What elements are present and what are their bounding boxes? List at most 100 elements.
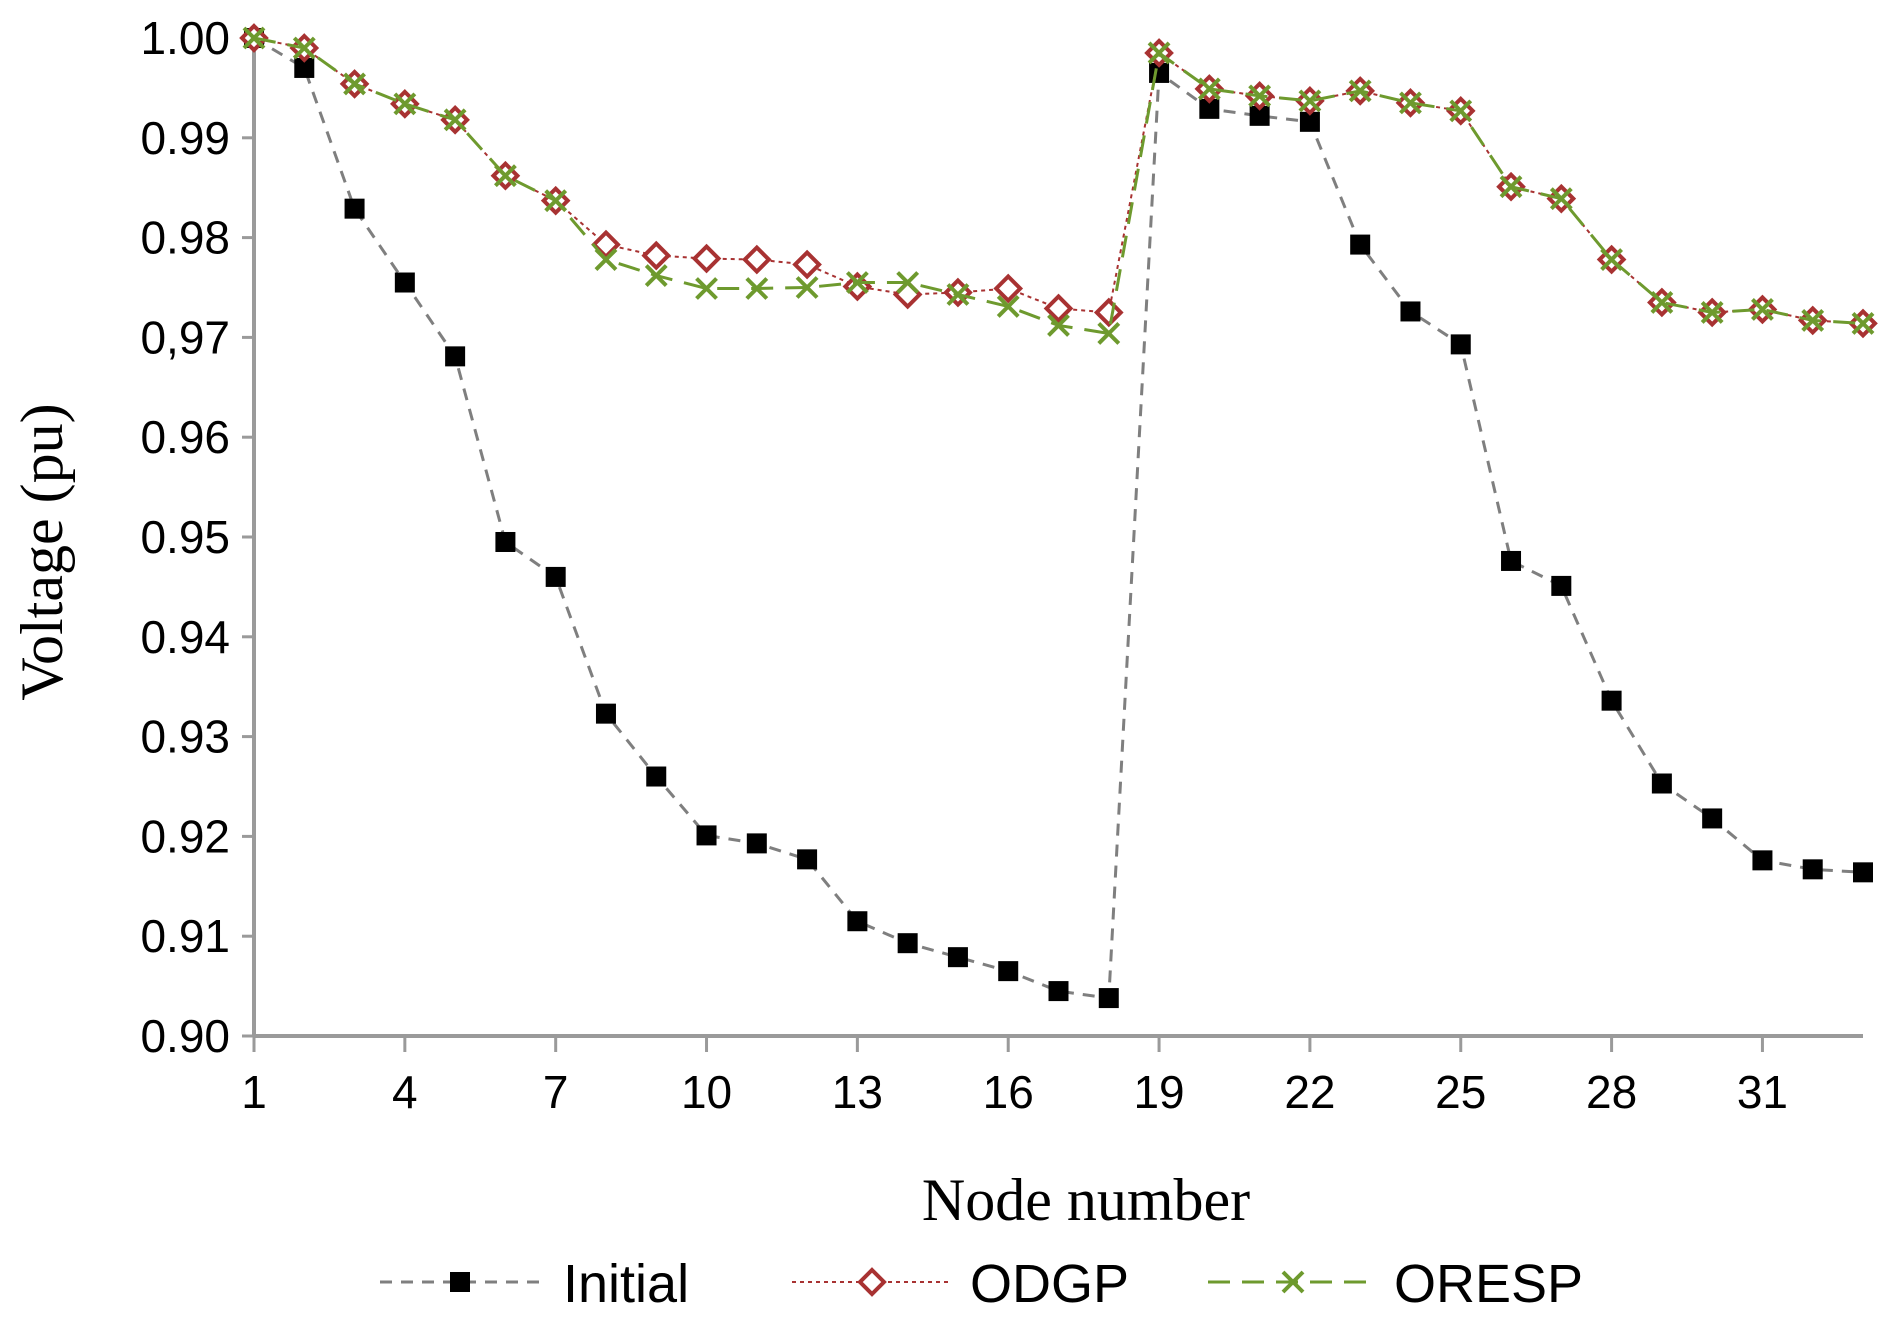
data-point-oresp <box>1549 187 1573 211</box>
data-point-initial <box>545 566 566 587</box>
series-line-oresp <box>253 36 1864 336</box>
y-tick-label: 0.93 <box>140 711 230 763</box>
data-point-oresp <box>1851 312 1875 335</box>
legend: Initial ODGP ORESP <box>380 1254 1583 1314</box>
data-point-initial <box>1098 988 1119 1009</box>
y-tick-label: 0,97 <box>140 311 230 363</box>
data-point-oresp <box>845 271 869 294</box>
data-point-oresp <box>594 248 618 271</box>
data-point-initial <box>1551 575 1572 596</box>
data-point-initial <box>1651 773 1672 794</box>
data-point-oresp <box>1700 301 1724 324</box>
data-point-initial <box>1400 301 1421 322</box>
data-point-initial <box>797 849 818 870</box>
axes <box>252 38 1863 1038</box>
x-tick-label: 16 <box>983 1066 1034 1118</box>
y-tick-label: 0.99 <box>140 112 230 164</box>
data-point-oresp <box>946 283 970 306</box>
data-point-initial <box>1601 690 1622 711</box>
legend-entry-initial: Initial <box>380 1254 689 1314</box>
data-point-oresp <box>1147 41 1171 65</box>
data-point-initial <box>696 825 717 846</box>
data-point-odgp <box>892 279 923 310</box>
data-point-oresp <box>343 72 366 96</box>
legend-entry-odgp: ODGP <box>792 1254 1129 1314</box>
data-point-initial <box>445 346 466 367</box>
data-point-oresp <box>1097 321 1121 345</box>
data-point-odgp <box>842 271 873 302</box>
data-point-initial <box>947 947 968 968</box>
data-point-oresp <box>1047 314 1070 337</box>
data-point-initial <box>394 272 415 293</box>
series-oresp <box>242 26 1875 345</box>
data-point-oresp <box>493 164 517 188</box>
data-point-odgp <box>792 249 822 280</box>
series-initial <box>244 28 1873 1009</box>
series-line-initial <box>253 36 1864 1000</box>
data-point-initial <box>746 833 767 854</box>
x-axis-title: Node number <box>922 1167 1250 1233</box>
legend-label-initial: Initial <box>563 1254 689 1314</box>
data-point-oresp <box>1801 309 1825 332</box>
data-point-oresp <box>1248 84 1272 108</box>
x-tick-label: 4 <box>392 1066 418 1118</box>
data-point-oresp <box>644 264 668 287</box>
data-point-initial <box>1752 850 1773 871</box>
data-point-oresp <box>1348 79 1372 103</box>
ticks: 0.90 0.91 0.92 0.93 0.94 0.95 0.96 0,97 0.98 0.99… <box>140 12 1788 1118</box>
series-line-odgp <box>253 37 1864 325</box>
y-tick-label: 0.96 <box>140 411 230 463</box>
x-tick-label: 19 <box>1133 1066 1184 1118</box>
data-point-initial <box>1501 550 1522 571</box>
data-point-initial <box>1450 334 1471 355</box>
y-tick-label: 0.94 <box>140 611 230 663</box>
data-point-oresp <box>695 277 718 300</box>
data-point-initial <box>1702 808 1723 829</box>
x-tick-label: 22 <box>1284 1066 1335 1118</box>
data-point-oresp <box>795 276 819 299</box>
data-point-initial <box>998 961 1019 982</box>
x-tick-label: 13 <box>832 1066 883 1118</box>
series <box>239 23 1878 1009</box>
data-point-initial <box>1249 105 1270 126</box>
y-axis-title: Voltage (pu) <box>9 403 75 700</box>
y-tick-label: 0.91 <box>140 910 230 962</box>
data-point-odgp <box>993 273 1024 304</box>
x-tick-label: 1 <box>241 1066 267 1118</box>
legend-entry-oresp: ORESP <box>1208 1254 1583 1314</box>
legend-marker-initial <box>450 1272 470 1292</box>
data-point-initial <box>1802 859 1823 880</box>
y-tick-label: 1.00 <box>140 12 230 64</box>
data-point-oresp <box>292 36 316 60</box>
data-point-initial <box>897 933 918 954</box>
data-point-odgp <box>741 244 772 275</box>
y-tick-label: 0.95 <box>140 511 230 563</box>
data-point-initial <box>344 198 365 219</box>
data-point-oresp <box>1399 91 1422 115</box>
data-point-odgp <box>1093 297 1124 328</box>
y-tick-label: 0.92 <box>140 810 230 862</box>
data-point-oresp <box>1197 77 1221 101</box>
data-point-odgp <box>641 240 672 271</box>
data-point-initial <box>1199 98 1220 119</box>
data-point-oresp <box>544 189 568 213</box>
data-point-initial <box>646 766 667 787</box>
x-tick-label: 28 <box>1586 1066 1637 1118</box>
data-point-oresp <box>1298 89 1322 113</box>
data-point-initial <box>1048 981 1069 1002</box>
data-point-odgp <box>1043 293 1074 324</box>
y-tick-label: 0.98 <box>140 212 230 264</box>
data-point-initial <box>294 57 315 78</box>
data-point-oresp <box>896 271 920 294</box>
data-point-oresp <box>1600 248 1624 271</box>
x-tick-label: 25 <box>1435 1066 1486 1118</box>
data-point-oresp <box>443 108 467 132</box>
x-tick-label: 31 <box>1737 1066 1788 1118</box>
data-point-oresp <box>745 277 769 300</box>
data-point-oresp <box>1650 291 1674 314</box>
data-point-oresp <box>996 295 1020 318</box>
data-point-oresp <box>1449 99 1473 123</box>
series-odgp <box>239 23 1878 339</box>
